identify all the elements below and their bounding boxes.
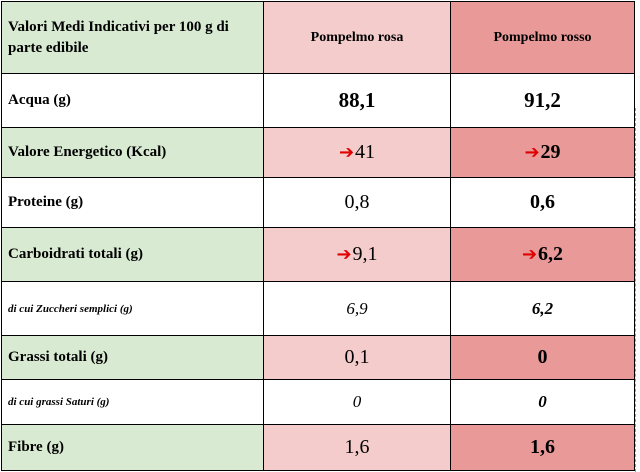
- row-valore-energetico: Valore Energetico (Kcal) ➔41 ➔29: [1, 127, 635, 178]
- row-label: Fibre (g): [1, 424, 264, 471]
- value-rosa: 1,6: [344, 436, 370, 458]
- row-zuccheri: di cui Zuccheri semplici (g) 6,9 6,2: [1, 281, 635, 336]
- cell-rosa: ➔41: [263, 127, 451, 178]
- value-rosso: 0: [537, 346, 548, 368]
- table-header-row: Valori Medi Indicativi per 100 g di part…: [1, 1, 635, 74]
- arrow-right-icon: ➔: [336, 244, 352, 265]
- value-rosso: 91,2: [524, 88, 561, 112]
- row-saturi: di cui grassi Saturi (g) 0 0: [1, 379, 635, 425]
- row-carboidrati: Carboidrati totali (g) ➔9,1 ➔6,2: [1, 227, 635, 282]
- row-label: Proteine (g): [1, 177, 264, 228]
- row-label: Valore Energetico (Kcal): [1, 127, 264, 178]
- cell-rosa: 1,6: [263, 424, 451, 471]
- arrow-right-icon: ➔: [524, 142, 540, 163]
- header-pompelmo-rosa: Pompelmo rosa: [263, 1, 451, 74]
- row-label: Carboidrati totali (g): [1, 227, 264, 282]
- row-label: Grassi totali (g): [1, 335, 264, 380]
- cell-rosso: 91,2: [450, 73, 635, 128]
- cell-rosa: 0: [263, 379, 451, 425]
- row-proteine: Proteine (g) 0,8 0,6: [1, 177, 635, 228]
- cell-rosso: 1,6: [450, 424, 635, 471]
- value-rosa: 0,8: [344, 191, 370, 213]
- value-rosa: 6,9: [346, 298, 368, 318]
- cell-rosa: 6,9: [263, 281, 451, 336]
- value-rosa: 0: [352, 392, 362, 411]
- cell-rosa: ➔9,1: [263, 227, 451, 282]
- cell-rosa: 0,8: [263, 177, 451, 228]
- row-grassi: Grassi totali (g) 0,1 0: [1, 335, 635, 380]
- value-rosso: 0,6: [530, 191, 555, 213]
- cell-rosso: ➔6,2: [450, 227, 635, 282]
- value-rosa: 9,1: [352, 243, 378, 265]
- value-rosa: 41: [355, 141, 376, 163]
- row-acqua: Acqua (g) 88,1 91,2: [1, 73, 635, 128]
- value-rosso: 6,2: [531, 298, 554, 318]
- row-label: di cui grassi Saturi (g): [1, 379, 264, 425]
- arrow-right-icon: ➔: [338, 142, 355, 163]
- value-rosso: 29: [540, 141, 561, 163]
- cell-rosso: 0: [450, 335, 635, 380]
- dashed-border-line: [635, 108, 636, 472]
- row-label: di cui Zuccheri semplici (g): [1, 281, 264, 336]
- value-rosso: 0: [538, 392, 547, 411]
- arrow-right-icon: ➔: [521, 244, 538, 265]
- cell-rosa: 0,1: [263, 335, 451, 380]
- value-rosa: 0,1: [344, 346, 370, 368]
- header-pompelmo-rosso: Pompelmo rosso: [450, 1, 635, 74]
- header-label: Valori Medi Indicativi per 100 g di part…: [1, 1, 264, 74]
- value-rosa: 88,1: [338, 88, 376, 112]
- row-label: Acqua (g): [1, 73, 264, 128]
- row-fibre: Fibre (g) 1,6 1,6: [1, 424, 635, 471]
- value-rosso: 1,6: [530, 436, 555, 458]
- value-rosso: 6,2: [538, 243, 564, 265]
- cell-rosso: 0,6: [450, 177, 635, 228]
- cell-rosa: 88,1: [263, 73, 451, 128]
- cell-rosso: 6,2: [450, 281, 635, 336]
- cell-rosso: ➔29: [450, 127, 635, 178]
- cell-rosso: 0: [450, 379, 635, 425]
